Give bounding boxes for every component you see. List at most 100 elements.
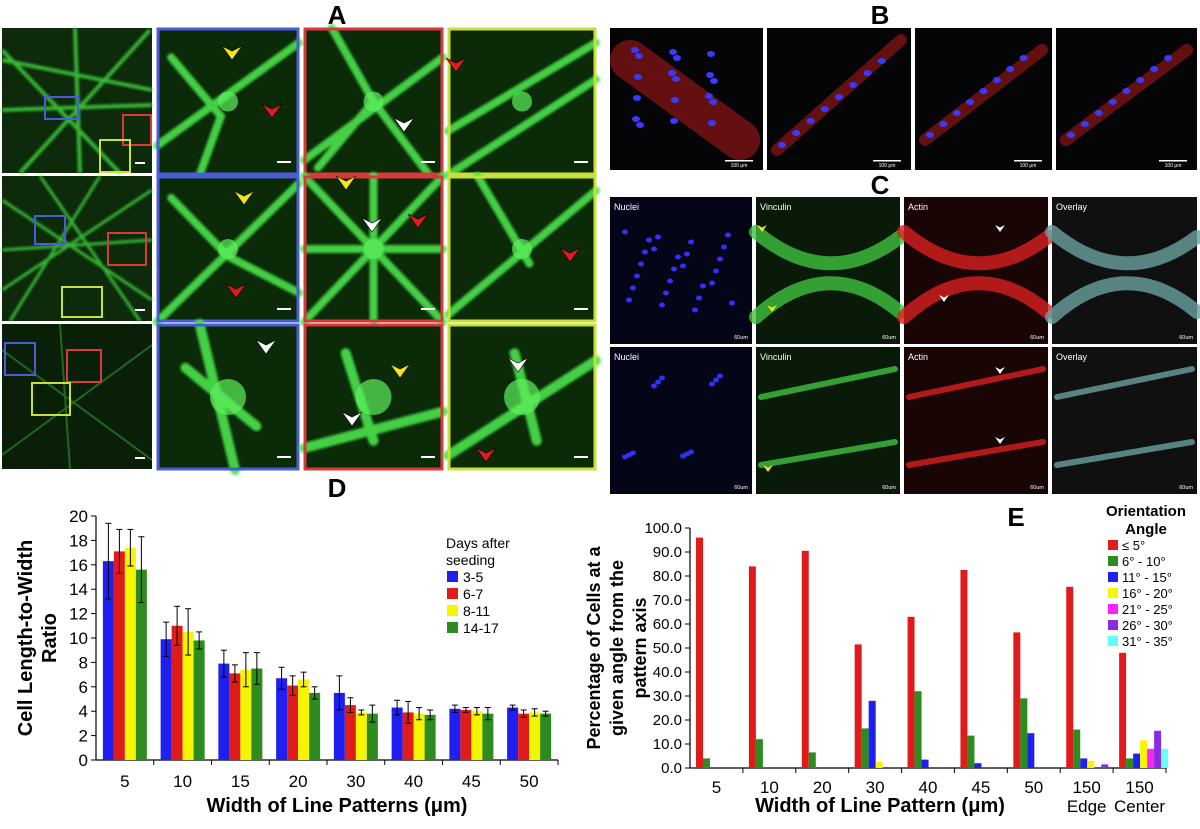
x-tick-label: 30 [866,778,885,797]
y-tick-label: 50.0 [653,640,682,657]
column-label: Overlay [1056,202,1088,212]
y-tick-label: 80.0 [653,568,682,585]
bar-6-7-20 [287,685,299,760]
overview-row-2 [1,175,153,322]
y-tick-label: 2 [79,727,88,746]
scale-bar [277,456,291,458]
arrowhead-marker [995,225,1005,232]
bar-6° - 10°-150 [1126,758,1134,768]
legend-swatch [1108,540,1118,550]
arrowhead-marker [221,45,243,61]
legend-label: ≤ 5° [1122,538,1145,553]
panel-letter-c: C [871,170,890,200]
zoom-tile-border [447,323,597,471]
column-label: Nuclei [614,202,639,212]
chart-e: 0.0 10.0 20.0 30.0 40.0 50.0 60.0 70.0 80.0 90.0 1… [584,503,1186,817]
x-axis-label: Width of Line Pattern (μm) [755,795,1005,817]
zoom-tile-r3-c3 [443,323,601,471]
bar-8-11-45 [471,711,483,760]
column-label: Vinculin [760,202,791,212]
scale-bar [421,456,435,458]
bar-6° - 10°-30 [861,728,869,768]
zoom-tile-border [156,175,300,323]
legend-swatch [447,605,458,616]
zoom-tile-r3-c1 [156,319,300,475]
bar-3-5-45 [449,708,461,760]
bar-8-11-10 [182,631,194,760]
bar-11° - 15°-45 [974,763,982,768]
x-tick-label: 20 [289,772,308,791]
zoom-tile-r1-c3 [444,27,600,179]
x-tick-label: 30 [346,772,365,791]
bar-≤ 5°-50 [1013,632,1021,768]
column-label: Actin [908,352,928,362]
bar-14-17-5 [135,569,147,760]
bar-6° - 10°-5 [703,758,710,768]
legend-label: 6° - 10° [1122,554,1166,569]
panel-b-image-1: 100 μm [610,28,763,170]
bar-31° - 35°-150 [1161,748,1169,768]
bar-6° - 10°-50 [1020,698,1028,768]
arrowhead-marker [507,357,529,373]
legend-label: 3-5 [463,569,483,585]
bar-≤ 5°-10 [748,566,756,768]
arrowhead-marker [361,217,383,233]
zoom-tile-r2-c3 [444,172,600,323]
y-tick-label: 70.0 [653,592,682,609]
panel-b-image-3: 100 μm [915,28,1052,170]
bar-8-11-20 [298,679,310,760]
bar-3-5-15 [218,663,230,760]
bar-8-11-40 [413,713,425,760]
y-tick-label: 0.0 [661,760,682,777]
legend-label: 16° - 20° [1122,586,1173,601]
bar-8-11-15 [240,669,252,760]
legend-label: 6-7 [463,586,483,602]
bar-≤ 5°-30 [854,644,862,768]
y-tick-label: 12 [69,605,88,624]
bar-6-7-30 [344,705,356,760]
bar-14-17-40 [424,714,436,760]
legend-title: Orientation [1106,503,1186,520]
bar-6-7-5 [113,551,125,760]
scale-bar-label: 60um [734,335,748,341]
arrowhead-marker [341,411,363,427]
x-tick-label: 45 [971,778,990,797]
bar-14-17-50 [540,713,552,760]
scale-bar-label: 60um [882,485,896,491]
legend-swatch [447,571,458,582]
zoom-tile-r2-c1 [153,175,303,326]
bar-≤ 5°-40 [907,616,915,768]
scale-bar-label: 60um [1030,335,1044,341]
panel-c-image-r2-c1: Nuclei 60um [610,347,752,494]
zoom-tile-border [447,27,597,176]
overview-row-3 [1,323,153,470]
scale-bar [277,308,291,310]
y-tick-label: 10 [69,629,88,648]
scale-bar-label: 60um [882,335,896,341]
bar-6-7-45 [460,709,472,760]
legend-swatch [1108,604,1118,614]
bar-≤ 5°-20 [801,550,809,768]
x-tick-label: 10 [173,772,192,791]
column-label: Actin [908,202,928,212]
arrowhead-marker [995,367,1005,374]
zoom-tile-border [156,323,300,471]
bar-6° - 10°-45 [967,735,975,768]
scale-bar [421,161,435,163]
y-tick-label: 60.0 [653,616,682,633]
y-tick-label: 20.0 [653,712,682,729]
x-tick-label: 10 [760,778,779,797]
scale-bar-label: 60um [1179,485,1193,491]
bar-26° - 30°-150 [1154,730,1162,768]
zoom-tile-r3-c2 [299,323,448,471]
panel-c-image-r1-c3: Actin 60um [897,197,1055,344]
bar-14-17-20 [309,692,321,760]
arrowhead-marker [255,339,277,355]
legend-label: 31° - 35° [1122,634,1173,649]
panel-c-micrographs: Nuclei 60um Vinculin 60um Actin 60um Overlay 60… [610,197,1200,494]
bar-26° - 30°-150 [1101,764,1109,768]
panel-letter-d: D [328,473,347,503]
arrowhead-marker [763,465,773,472]
y-axis-label-line: given angle from the [607,560,627,736]
x-tick-label: 50 [1024,778,1043,797]
